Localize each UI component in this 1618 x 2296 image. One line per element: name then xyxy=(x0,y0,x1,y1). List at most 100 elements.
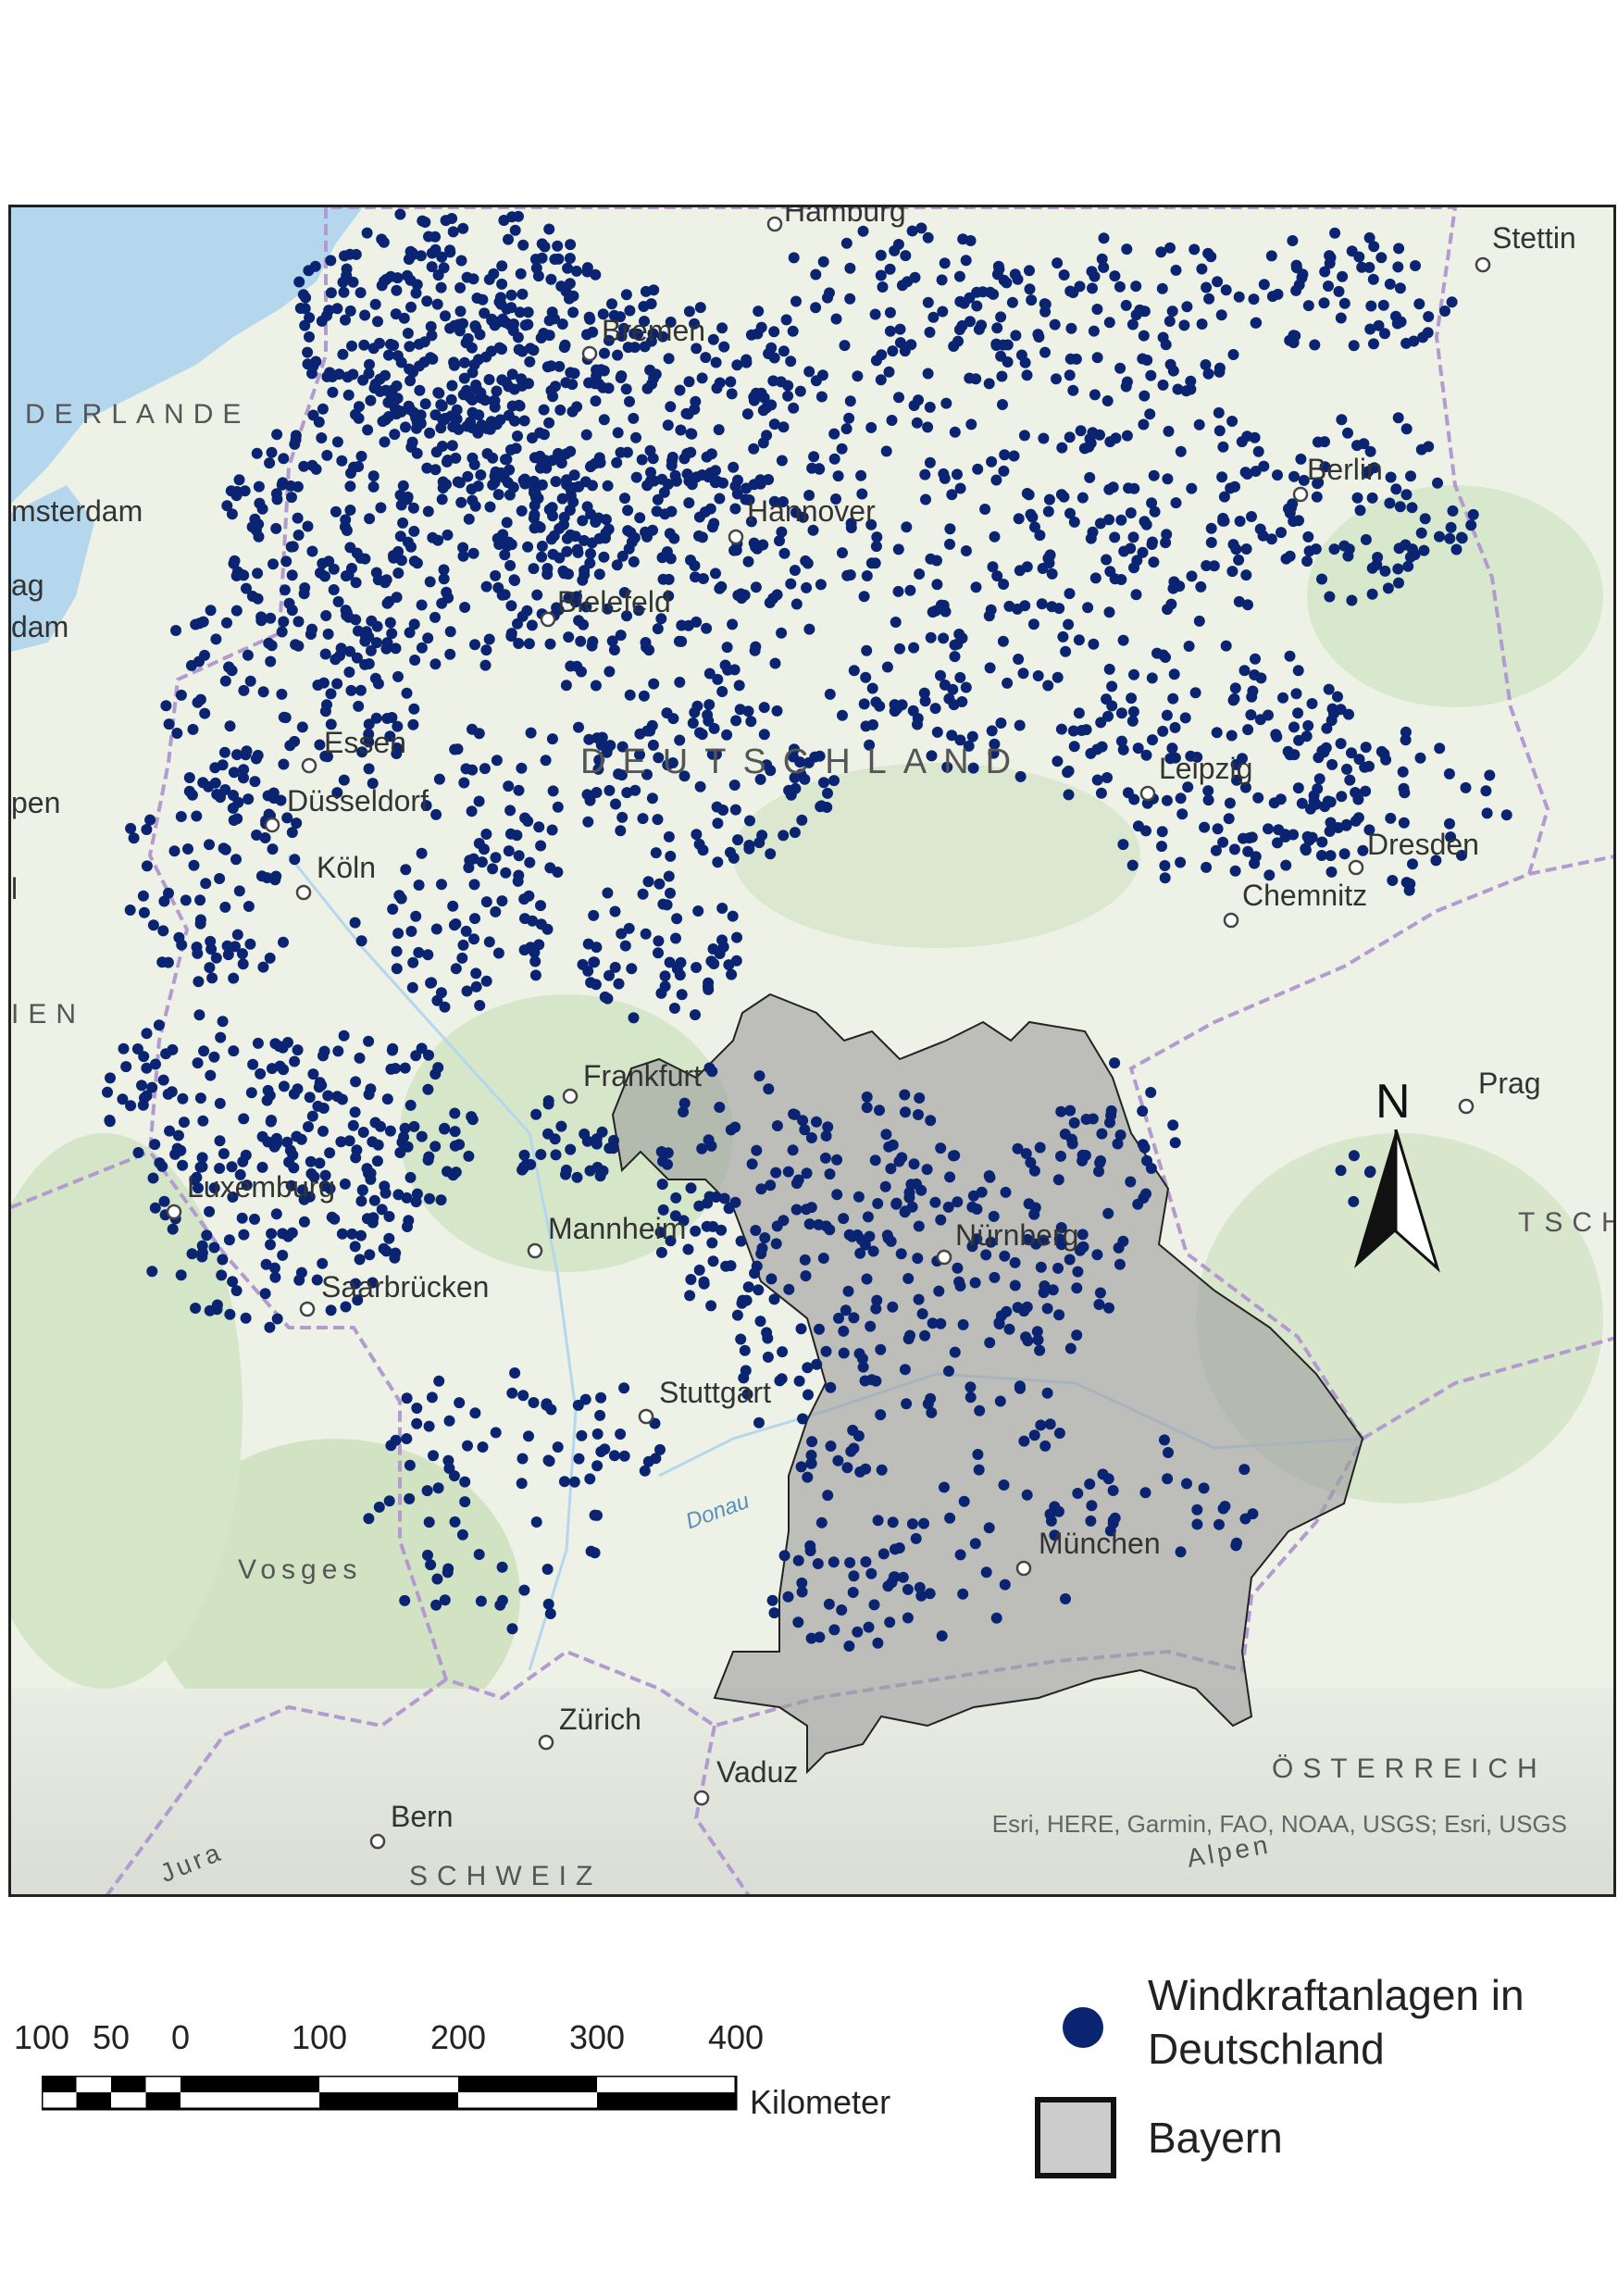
turbine-point xyxy=(881,1229,893,1242)
turbine-point xyxy=(870,355,882,367)
turbine-point xyxy=(966,1201,978,1213)
turbine-point xyxy=(1446,296,1458,308)
turbine-point xyxy=(489,401,501,413)
turbine-point xyxy=(422,949,434,961)
turbine-point xyxy=(199,707,211,719)
turbine-point xyxy=(470,980,482,992)
turbine-point xyxy=(1196,318,1208,330)
turbine-point xyxy=(391,284,403,296)
turbine-point xyxy=(336,1228,348,1240)
turbine-point xyxy=(819,1152,831,1164)
turbine-point xyxy=(708,958,720,969)
turbine-point xyxy=(1163,1447,1174,1458)
turbine-point xyxy=(484,501,496,513)
turbine-point xyxy=(656,473,668,485)
turbine-point xyxy=(1029,521,1040,533)
turbine-point xyxy=(1167,1119,1179,1131)
turbine-point xyxy=(331,303,343,315)
turbine-point xyxy=(958,1495,970,1507)
turbine-point xyxy=(1028,1429,1040,1441)
turbine-point xyxy=(1500,809,1512,821)
turbine-point xyxy=(363,718,375,730)
turbine-point xyxy=(392,393,404,405)
turbine-point xyxy=(265,612,277,624)
turbine-point xyxy=(925,1115,937,1127)
turbine-point xyxy=(1140,749,1152,761)
turbine-point xyxy=(1387,875,1399,886)
turbine-point xyxy=(728,461,740,473)
turbine-point xyxy=(591,1509,603,1521)
turbine-point xyxy=(1046,568,1058,580)
turbine-point xyxy=(861,1091,873,1103)
turbine-point xyxy=(1085,532,1097,544)
turbine-point xyxy=(546,824,558,836)
turbine-point xyxy=(652,814,664,826)
map-frame[interactable]: Hamburg Stettin Bremen msterdam Hannover… xyxy=(8,205,1616,1897)
turbine-point xyxy=(925,1392,937,1404)
scale-tick: 300 xyxy=(568,2018,626,2056)
turbine-point xyxy=(1079,1150,1091,1161)
turbine-point xyxy=(1399,787,1411,799)
turbine-point xyxy=(697,844,709,856)
turbine-point xyxy=(1070,353,1082,365)
turbine-point xyxy=(268,787,280,799)
turbine-point xyxy=(238,1113,250,1125)
turbine-point xyxy=(887,345,899,357)
turbine-point xyxy=(727,618,739,630)
turbine-point xyxy=(916,1308,928,1320)
turbine-point xyxy=(490,569,502,581)
turbine-point xyxy=(1091,304,1103,315)
turbine-point xyxy=(350,1278,362,1290)
turbine-point xyxy=(517,288,529,300)
turbine-point xyxy=(404,627,416,639)
turbine-point xyxy=(1025,1156,1037,1168)
turbine-point xyxy=(466,483,478,495)
turbine-point xyxy=(163,718,175,730)
city-marker-chemnitz xyxy=(1223,912,1239,929)
turbine-point xyxy=(380,1245,392,1257)
turbine-point xyxy=(606,298,617,310)
turbine-point xyxy=(925,631,937,643)
turbine-point xyxy=(413,946,425,958)
turbine-point xyxy=(444,244,455,256)
turbine-point xyxy=(970,373,982,385)
turbine-point xyxy=(735,1235,747,1247)
turbine-point xyxy=(1039,1440,1052,1452)
turbine-point xyxy=(1059,1129,1071,1140)
turbine-point xyxy=(556,493,568,505)
map-canvas[interactable] xyxy=(11,207,1616,1897)
turbine-point xyxy=(1157,331,1169,343)
turbine-point xyxy=(759,1232,771,1243)
turbine-point xyxy=(268,558,279,570)
turbine-point xyxy=(1313,477,1325,489)
turbine-point xyxy=(1024,265,1035,277)
turbine-point xyxy=(973,323,985,335)
turbine-point xyxy=(726,388,738,400)
turbine-point xyxy=(725,376,737,388)
turbine-point xyxy=(240,1149,252,1161)
turbine-point xyxy=(965,418,977,430)
turbine-point xyxy=(277,1249,289,1261)
turbine-point xyxy=(822,787,833,799)
turbine-point xyxy=(270,1208,282,1220)
turbine-point xyxy=(833,1312,844,1324)
turbine-point xyxy=(1218,491,1230,503)
turbine-point xyxy=(741,408,753,420)
turbine-point xyxy=(640,928,652,940)
turbine-point xyxy=(1096,1128,1108,1140)
turbine-point xyxy=(836,443,848,455)
turbine-point xyxy=(1212,276,1224,288)
turbine-point xyxy=(295,1133,307,1145)
turbine-point xyxy=(848,1570,860,1582)
turbine-point xyxy=(778,1550,790,1562)
turbine-point xyxy=(712,673,724,685)
turbine-point xyxy=(606,635,618,647)
turbine-point xyxy=(245,1087,257,1099)
turbine-point xyxy=(552,1441,564,1453)
turbine-point xyxy=(576,1429,588,1441)
turbine-point xyxy=(1175,856,1187,868)
city-label-prag: Prag xyxy=(1478,1067,1541,1100)
turbine-point xyxy=(392,720,404,732)
turbine-point xyxy=(653,947,664,959)
turbine-point xyxy=(375,502,387,514)
